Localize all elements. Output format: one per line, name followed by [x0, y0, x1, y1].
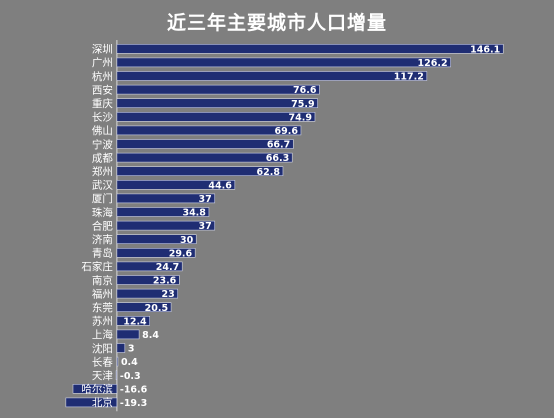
- bar-15: [116, 248, 196, 258]
- category-label-4: 重庆: [92, 97, 113, 110]
- bar-11: [116, 193, 216, 204]
- bar-18: [116, 288, 179, 299]
- bar-5: [116, 112, 316, 122]
- data-label-10: 44.6: [208, 180, 232, 191]
- bar-9: [116, 166, 284, 176]
- bar-25: [72, 383, 118, 394]
- category-label-2: 杭州: [92, 70, 113, 83]
- category-label-10: 武汉: [92, 179, 113, 192]
- data-label-20: 12.4: [123, 316, 147, 327]
- data-label-17: 23.6: [153, 276, 177, 287]
- data-label-24: -0.3: [120, 371, 141, 382]
- category-label-11: 厦门: [92, 192, 113, 205]
- data-label-8: 66.3: [266, 153, 289, 164]
- category-label-7: 宁波: [92, 138, 113, 151]
- data-label-15: 29.6: [169, 248, 193, 259]
- data-label-0: 146.1: [470, 44, 500, 55]
- category-label-12: 珠海: [92, 206, 113, 219]
- bar-3: [116, 84, 320, 95]
- category-label-0: 深圳: [92, 44, 113, 56]
- bar-6: [116, 125, 302, 136]
- bar-8: [116, 152, 293, 163]
- category-label-5: 长沙: [92, 112, 113, 124]
- category-label-15: 青岛: [92, 247, 113, 260]
- category-label-26: 北京: [92, 396, 113, 409]
- category-label-21: 上海: [92, 328, 113, 341]
- bar-17: [116, 275, 180, 285]
- bar-12: [116, 207, 210, 217]
- bar-4: [116, 98, 318, 108]
- bar-23: [116, 356, 119, 367]
- data-label-13: 37: [198, 221, 211, 232]
- category-label-9: 郑州: [92, 165, 113, 178]
- category-label-14: 济南: [92, 233, 113, 246]
- bar-20: [116, 315, 150, 326]
- category-label-24: 天津: [92, 370, 113, 382]
- category-label-8: 成都: [92, 152, 113, 164]
- data-label-22: 3: [128, 344, 135, 355]
- data-label-23: 0.4: [121, 357, 138, 368]
- bar-16: [116, 261, 183, 272]
- category-label-16: 石家庄: [81, 260, 113, 273]
- data-label-1: 126.2: [418, 58, 448, 69]
- data-label-3: 76.6: [293, 85, 317, 96]
- category-label-22: 沈阳: [92, 342, 113, 355]
- bar-13: [116, 220, 216, 231]
- bar-2: [116, 71, 428, 81]
- data-label-25: -16.6: [120, 384, 148, 395]
- chart-title: 近三年主要城市人口增量: [166, 12, 387, 34]
- data-label-14: 30: [180, 235, 194, 246]
- data-label-12: 34.8: [182, 208, 206, 219]
- category-label-1: 广州: [92, 57, 113, 69]
- data-label-5: 74.9: [289, 112, 312, 123]
- category-label-3: 西安: [92, 83, 113, 96]
- bar-24: [115, 370, 118, 381]
- data-label-19: 20.5: [145, 303, 168, 314]
- category-label-19: 东莞: [92, 301, 113, 314]
- data-label-7: 66.7: [267, 140, 290, 151]
- data-label-2: 117.2: [394, 72, 424, 83]
- category-label-17: 南京: [92, 274, 113, 287]
- bar-10: [116, 180, 236, 190]
- data-label-21: 8.4: [142, 330, 159, 341]
- data-label-26: -19.3: [120, 398, 147, 409]
- category-label-6: 佛山: [92, 124, 113, 137]
- bar-26: [65, 397, 118, 408]
- data-label-18: 23: [161, 289, 174, 300]
- bar-19: [116, 302, 172, 313]
- bar-7: [116, 139, 294, 149]
- data-label-16: 24.7: [156, 262, 179, 273]
- data-label-9: 62.8: [257, 167, 281, 178]
- bar-14: [116, 234, 197, 244]
- category-label-13: 合肥: [92, 219, 113, 232]
- bar-21: [116, 329, 140, 340]
- category-label-20: 苏州: [92, 315, 113, 328]
- category-label-23: 长春: [92, 356, 113, 368]
- category-label-25: 哈尔滨: [81, 383, 113, 396]
- bar-1: [116, 57, 451, 68]
- bar-22: [116, 343, 126, 353]
- data-label-11: 37: [198, 194, 211, 205]
- bar-0: [116, 43, 504, 54]
- category-label-18: 福州: [92, 287, 113, 300]
- data-label-6: 69.6: [274, 126, 298, 137]
- data-label-4: 75.9: [291, 99, 314, 110]
